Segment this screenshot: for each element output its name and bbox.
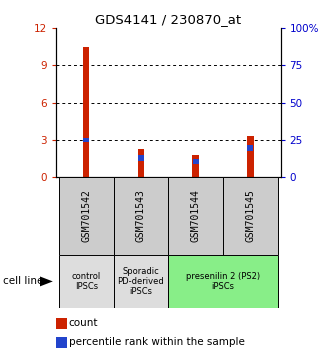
- Bar: [83, 47, 89, 177]
- Bar: [59, 255, 114, 308]
- Bar: [168, 255, 278, 308]
- Bar: [168, 177, 223, 255]
- Bar: [192, 155, 199, 177]
- Bar: [83, 138, 89, 142]
- Text: GSM701545: GSM701545: [246, 189, 255, 242]
- Text: cell line: cell line: [3, 276, 44, 286]
- Text: GSM701543: GSM701543: [136, 189, 146, 242]
- Bar: [114, 255, 168, 308]
- Bar: [248, 145, 253, 151]
- Bar: [138, 155, 144, 161]
- Bar: [247, 136, 254, 177]
- Bar: [56, 318, 67, 329]
- Text: control
IPSCs: control IPSCs: [72, 272, 101, 291]
- Bar: [138, 149, 144, 177]
- Text: count: count: [69, 318, 98, 328]
- Text: GSM701542: GSM701542: [81, 189, 91, 242]
- Bar: [56, 337, 67, 348]
- Bar: [59, 177, 114, 255]
- Text: percentile rank within the sample: percentile rank within the sample: [69, 337, 245, 347]
- Text: GSM701544: GSM701544: [191, 189, 201, 242]
- Text: presenilin 2 (PS2)
iPSCs: presenilin 2 (PS2) iPSCs: [186, 272, 260, 291]
- Bar: [223, 177, 278, 255]
- Text: Sporadic
PD-derived
iPSCs: Sporadic PD-derived iPSCs: [117, 267, 164, 296]
- Bar: [193, 159, 199, 164]
- Title: GDS4141 / 230870_at: GDS4141 / 230870_at: [95, 13, 241, 26]
- Bar: [114, 177, 168, 255]
- Polygon shape: [40, 276, 53, 286]
